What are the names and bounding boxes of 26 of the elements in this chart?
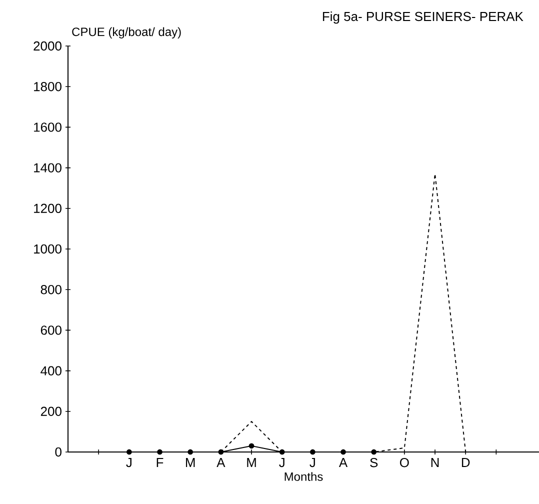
x-tick-label: J	[310, 458, 315, 468]
x-tick-label: D	[462, 458, 470, 467]
x-tick-label: J	[279, 458, 284, 468]
y-tick-label: 1800	[34, 82, 62, 92]
y-tick-label: 200	[40, 406, 62, 416]
y-tick-label: 800	[40, 284, 62, 294]
x-axis-title: Months	[284, 472, 323, 481]
y-tick-label: 400	[40, 366, 62, 376]
y-tick-label: 1600	[34, 122, 62, 132]
x-tick-label: M	[247, 458, 256, 467]
y-tick-label: 600	[40, 326, 62, 335]
x-tick-label: F	[156, 458, 164, 467]
x-tick-label: N	[431, 458, 439, 467]
x-tick-label: A	[216, 458, 226, 467]
y-tick-label: 0	[55, 447, 62, 457]
x-tick-label: S	[370, 458, 378, 468]
y-tick-label: 1200	[34, 204, 62, 213]
y-axis-title: CPUE (kg/boat/ day)	[72, 27, 181, 38]
x-tick-label: O	[400, 458, 409, 468]
y-tick-label: 2000	[34, 41, 62, 51]
y-tick-label: 1400	[34, 163, 62, 172]
x-tick-label: M	[186, 458, 195, 467]
x-tick-label: A	[338, 458, 348, 467]
chart-title: Fig 5a- PURSE SEINERS- PERAK	[322, 12, 524, 24]
y-tick-label: 1000	[34, 244, 62, 254]
x-tick-label: J	[126, 458, 132, 468]
